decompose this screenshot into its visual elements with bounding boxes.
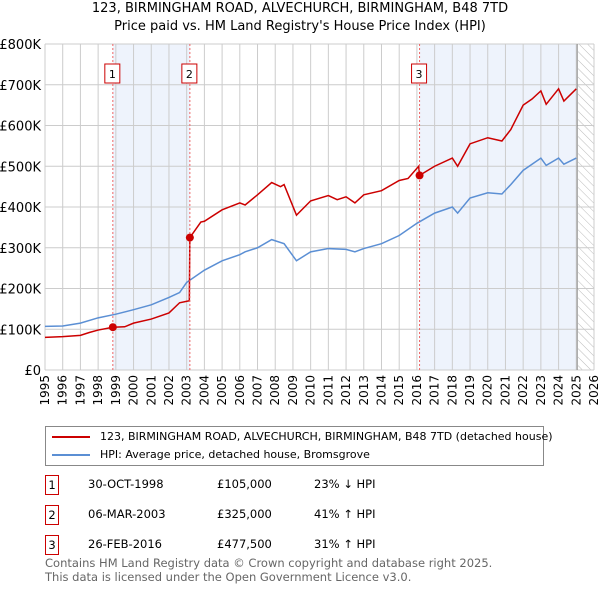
transaction-row: 3 26-FEB-2016 £477,500 31% ↑ HPI <box>45 535 445 555</box>
chart-subtitle: Price paid vs. HM Land Registry's House … <box>114 19 486 34</box>
transaction-number: 1 <box>45 475 59 495</box>
x-tick-label: 2015 <box>392 375 406 406</box>
x-tick-label: 2023 <box>534 375 548 406</box>
legend-hpi-label: HPI: Average price, detached house, Brom… <box>100 448 370 461</box>
y-tick-label: £500K <box>0 160 41 175</box>
chart-title: 123, BIRMINGHAM ROAD, ALVECHURCH, BIRMIN… <box>91 1 509 16</box>
x-tick-label: 2004 <box>197 375 211 406</box>
price-chart: £0 £100K £200K £300K £400K £500K £600K £700K £80… <box>0 38 600 406</box>
footer-line-1: Contains HM Land Registry data © Crown c… <box>45 556 493 570</box>
sale-point <box>108 323 117 332</box>
y-tick-label: £200K <box>0 283 41 298</box>
x-tick-label: 1998 <box>91 375 105 406</box>
x-tick-label: 1995 <box>38 375 52 406</box>
footer: Contains HM Land Registry data © Crown c… <box>45 556 492 584</box>
y-tick-label: £800K <box>0 38 41 53</box>
y-tick-label: £600K <box>0 120 41 135</box>
x-tick-label: 2026 <box>587 375 600 406</box>
transaction-date: 30-OCT-1998 <box>88 477 164 491</box>
x-tick-label: 1997 <box>73 375 87 406</box>
x-tick-label: 2003 <box>180 375 194 406</box>
transaction-date: 26-FEB-2016 <box>88 537 162 551</box>
transaction-number: 3 <box>45 535 59 555</box>
x-tick-label: 2000 <box>127 375 141 406</box>
series-line <box>44 87 577 339</box>
x-tick-label: 2008 <box>268 375 282 406</box>
y-tick-label: £0 <box>24 364 41 379</box>
x-tick-label: 2022 <box>516 375 530 406</box>
x-tick-label: 2016 <box>410 375 424 406</box>
transaction-row: 1 30-OCT-1998 £105,000 23% ↓ HPI <box>45 475 445 495</box>
sale-marker-box <box>104 63 121 84</box>
x-tick-label: 2014 <box>374 375 388 406</box>
y-tick-label: £400K <box>0 201 41 216</box>
x-tick-label: 2017 <box>428 375 442 406</box>
x-tick-label: 2025 <box>569 375 583 406</box>
y-tick-label: £100K <box>0 323 41 338</box>
legend-property-line <box>52 436 90 438</box>
sale-point <box>185 233 194 242</box>
transaction-hpi-change: 41% ↑ HPI <box>314 507 376 521</box>
footer-line-2: This data is licensed under the Open Gov… <box>45 570 412 584</box>
x-tick-label: 2002 <box>162 375 176 406</box>
legend-property-label: 123, BIRMINGHAM ROAD, ALVECHURCH, BIRMIN… <box>100 430 553 443</box>
transaction-price: £477,500 <box>217 537 272 551</box>
x-tick-label: 2024 <box>552 375 566 406</box>
x-tick-label: 2005 <box>215 375 229 406</box>
x-tick-label: 2011 <box>321 375 335 406</box>
x-tick-label: 2018 <box>445 375 459 406</box>
x-tick-label: 2010 <box>304 375 318 406</box>
transaction-date: 06-MAR-2003 <box>88 507 166 521</box>
x-tick-label: 2013 <box>357 375 371 406</box>
x-tick-label: 2001 <box>144 375 158 406</box>
transaction-hpi-change: 31% ↑ HPI <box>314 537 376 551</box>
transaction-hpi-change: 23% ↓ HPI <box>314 477 376 491</box>
series-line <box>44 157 577 328</box>
transaction-price: £325,000 <box>217 507 272 521</box>
transaction-row: 2 06-MAR-2003 £325,000 41% ↑ HPI <box>45 505 445 525</box>
x-tick-label: 2020 <box>481 375 495 406</box>
y-tick-label: £700K <box>0 79 41 94</box>
transaction-number: 2 <box>45 505 59 525</box>
x-tick-label: 1999 <box>109 375 123 406</box>
sale-marker-label: 2 <box>186 68 193 81</box>
x-tick-label: 1996 <box>56 375 70 406</box>
sale-marker-box <box>181 63 198 84</box>
x-tick-label: 2009 <box>286 375 300 406</box>
sale-marker-box <box>411 63 428 84</box>
x-tick-label: 2007 <box>251 375 265 406</box>
sale-point <box>415 171 424 180</box>
x-tick-label: 2019 <box>463 375 477 406</box>
legend: 123, BIRMINGHAM ROAD, ALVECHURCH, BIRMIN… <box>45 426 553 466</box>
transaction-price: £105,000 <box>217 477 272 491</box>
y-tick-label: £300K <box>0 242 41 257</box>
sale-marker-label: 3 <box>416 68 423 81</box>
legend-hpi-line <box>52 454 90 456</box>
sale-marker-label: 1 <box>109 68 116 81</box>
x-tick-label: 2021 <box>498 375 512 406</box>
x-tick-label: 2012 <box>339 375 353 406</box>
x-tick-label: 2006 <box>233 375 247 406</box>
